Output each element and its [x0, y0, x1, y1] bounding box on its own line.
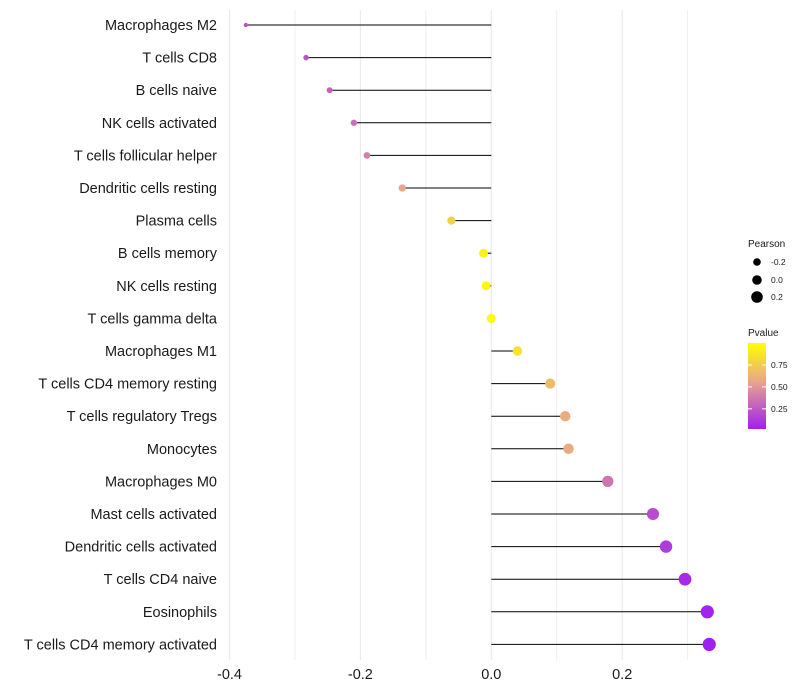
data-point	[646, 507, 660, 521]
point-layer	[243, 22, 716, 652]
size-legend-label: -0.2	[771, 257, 786, 267]
data-point	[678, 572, 692, 586]
stem-layer	[245, 24, 710, 645]
color-legend-title: Pvalue	[748, 328, 779, 339]
category-label: T cells CD4 memory activated	[24, 637, 217, 653]
category-label: T cells gamma delta	[88, 311, 218, 327]
data-point	[481, 281, 491, 291]
legend: Pearson -0.2 0.0 0.2 Pvalue 0.75 0.50 0.25	[748, 239, 788, 429]
category-label: Macrophages M1	[105, 344, 217, 360]
size-legend-key	[751, 291, 763, 303]
size-legend-title: Pearson	[748, 239, 785, 250]
category-label: T cells CD4 naive	[104, 572, 217, 588]
category-label: T cells CD8	[142, 51, 217, 67]
category-label: T cells follicular helper	[74, 148, 217, 164]
size-legend-key	[752, 275, 762, 285]
x-tick-label: -0.4	[217, 667, 242, 683]
data-point	[512, 346, 523, 356]
data-point	[486, 313, 496, 323]
category-label: Macrophages M2	[105, 18, 217, 34]
size-legend-key	[753, 258, 761, 266]
category-label: T cells regulatory Tregs	[67, 409, 217, 425]
category-label: Plasma cells	[136, 214, 217, 230]
category-label: Mast cells activated	[90, 507, 217, 523]
data-point	[545, 378, 556, 389]
x-axis-tick-labels: -0.4 -0.2 0.0 0.2	[217, 667, 632, 683]
data-point	[398, 184, 406, 192]
category-label: T cells CD4 memory resting	[38, 377, 217, 393]
data-point	[326, 87, 333, 94]
data-point	[700, 605, 714, 619]
data-point	[350, 119, 358, 126]
grid-layer	[228, 10, 689, 660]
data-point	[303, 54, 309, 61]
category-label: B cells memory	[118, 246, 218, 262]
category-labels: Macrophages M2 T cells CD8 B cells naive NK…	[24, 18, 218, 653]
category-label: Eosinophils	[143, 605, 217, 621]
category-label: Dendritic cells resting	[79, 181, 217, 197]
x-tick-label: 0.0	[481, 667, 501, 683]
size-legend-label: 0.0	[771, 275, 783, 285]
category-label: B cells naive	[136, 83, 217, 99]
data-point	[479, 248, 488, 258]
data-point	[560, 410, 571, 422]
category-label: NK cells resting	[116, 279, 217, 295]
size-legend-label: 0.2	[771, 292, 783, 302]
data-point	[659, 540, 673, 553]
color-legend-label: 0.50	[771, 382, 788, 392]
data-point	[702, 637, 716, 652]
category-label: NK cells activated	[102, 116, 217, 132]
data-point	[243, 22, 249, 28]
color-legend-label: 0.75	[771, 360, 788, 370]
data-point	[602, 475, 614, 488]
category-label: Dendritic cells activated	[65, 540, 217, 556]
x-tick-label: 0.2	[612, 667, 632, 683]
color-legend-label: 0.25	[771, 404, 788, 414]
data-point	[363, 152, 371, 159]
data-point	[563, 443, 574, 455]
color-legend-bar	[748, 343, 766, 429]
category-label: Monocytes	[147, 442, 217, 458]
category-label: Macrophages M0	[105, 474, 217, 490]
data-point	[447, 216, 456, 225]
x-tick-label: -0.2	[348, 667, 373, 683]
